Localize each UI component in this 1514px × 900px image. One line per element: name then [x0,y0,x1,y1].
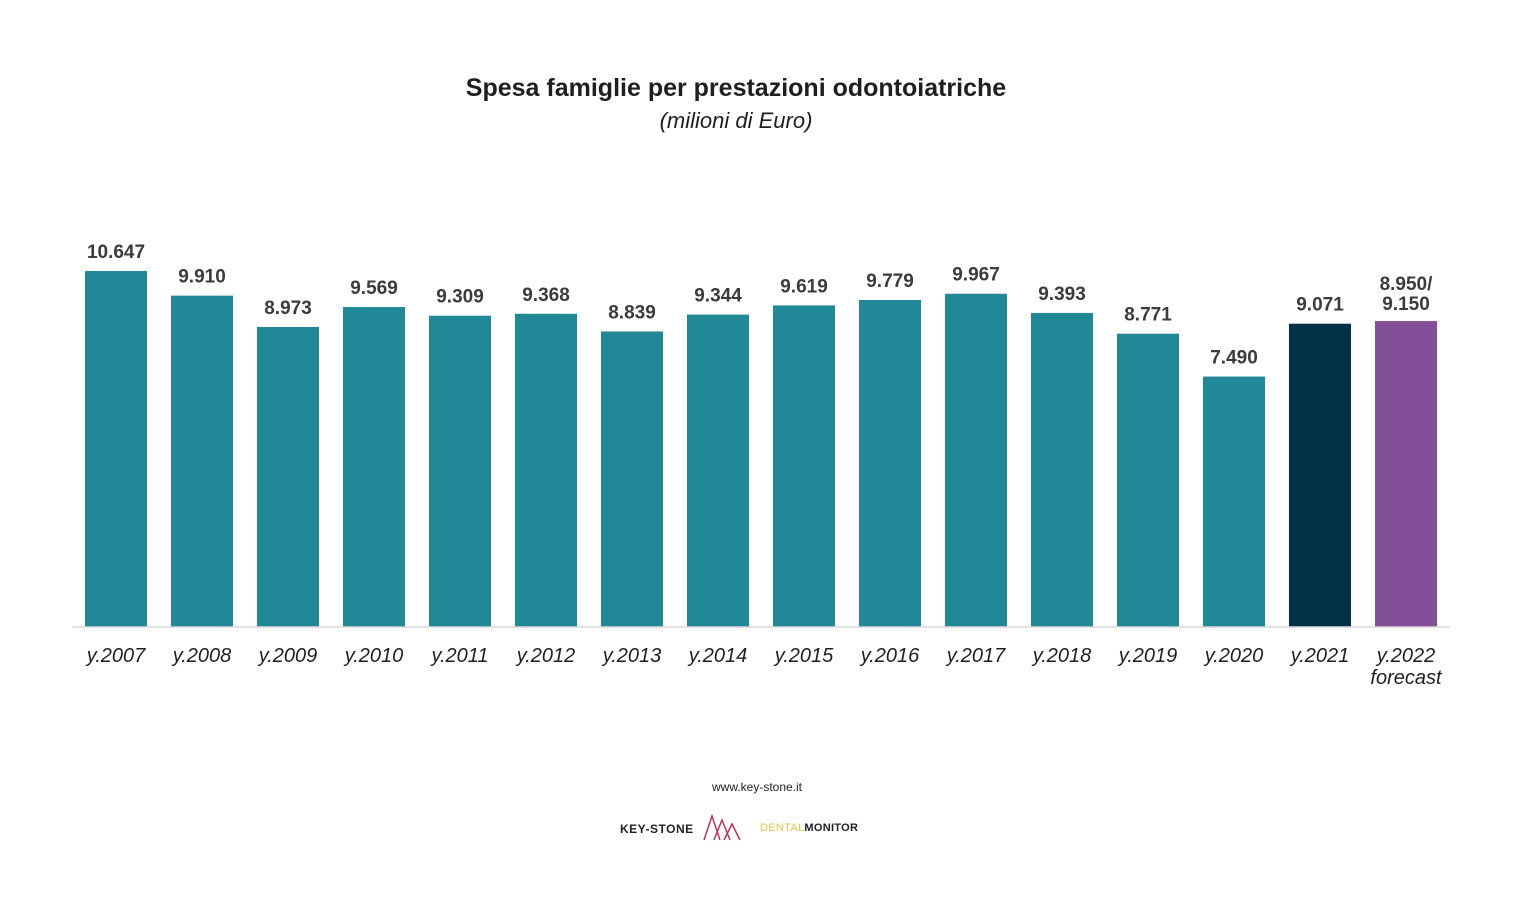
x-tick-y.2018: y.2018 [1031,645,1092,667]
bar-y.2012 [515,313,577,627]
website-url[interactable]: www.key-stone.it [711,780,803,794]
x-tick-y.2010: y.2010 [343,645,404,667]
bar-y.2017 [945,293,1007,627]
bar-y.2011 [429,315,491,627]
data-label-y.2015: 9.619 [780,276,828,297]
chart-subtitle: (milioni di Euro) [660,108,813,133]
data-label-y.2011: 9.309 [436,287,484,308]
x-tick-y.2011: y.2011 [429,645,488,667]
bar-y.2020 [1203,376,1265,627]
x-tick-y.2017: y.2017 [945,645,1006,667]
x-tick-y.2021: y.2021 [1289,645,1350,667]
chart-title: Spesa famiglie per prestazioni odontoiat… [466,74,1006,102]
data-label-y.2010: 9.569 [350,278,398,299]
data-label-y.2008: 9.910 [178,267,226,288]
bar-y.2022 [1375,321,1437,627]
bar-y.2009 [257,326,319,627]
data-label-y.2007: 10.647 [87,242,145,263]
data-label-y.2017: 9.967 [952,265,1000,286]
x-tick-y.2015: y.2015 [773,645,834,667]
x-tick-y.2020: y.2020 [1203,645,1264,667]
data-label-y.2013: 8.839 [608,302,656,323]
x-tick-y.2014: y.2014 [687,645,748,667]
x-tick-y.2013: y.2013 [601,645,662,667]
bar-y.2007 [85,271,147,627]
bar-y.2015 [773,305,835,627]
x-tick-y.2022: y.2022 [1375,645,1436,667]
data-label-y.2009: 8.973 [264,298,312,319]
bar-y.2014 [687,314,749,627]
bar-y.2018 [1031,312,1093,627]
x-tick-y.2022-line2: forecast [1370,667,1443,689]
footer-logos: KEY-STONE DENTALMONITOR [620,812,910,846]
dental-monitor-logo-bold: MONITOR [804,822,859,834]
bar-y.2008 [171,295,233,627]
x-tick-y.2009: y.2009 [257,645,318,667]
data-label-y.2019: 8.771 [1124,305,1172,326]
dental-monitor-logo: DENTALMONITOR [760,822,858,834]
x-tick-y.2019: y.2019 [1117,645,1178,667]
keystone-mark-icon [703,813,741,841]
x-tick-y.2012: y.2012 [515,645,576,667]
x-tick-y.2008: y.2008 [171,645,232,667]
bar-y.2021 [1289,323,1351,627]
bar-y.2013 [601,331,663,627]
x-tick-y.2016: y.2016 [859,645,920,667]
data-label-y.2018: 9.393 [1038,284,1086,305]
x-tick-y.2007: y.2007 [85,645,146,667]
bar-y.2019 [1117,333,1179,627]
data-label-y.2014: 9.344 [694,286,742,307]
data-label-y.2022-line2: 9.150 [1382,294,1430,315]
bars-group: 10.647 y.2007 9.910 y.2008 8.973 y.2009 9.569 y… [85,242,1443,689]
keystone-logo: KEY-STONE [620,822,694,836]
bar-y.2016 [859,300,921,627]
data-label-y.2012: 9.368 [522,285,570,306]
bar-y.2010 [343,307,405,627]
data-label-y.2022: 8.950/ [1380,274,1434,295]
data-label-y.2021: 9.071 [1296,295,1344,316]
data-label-y.2016: 9.779 [866,271,914,292]
data-label-y.2020: 7.490 [1210,348,1258,369]
dental-monitor-logo-light: DENTAL [760,822,805,834]
